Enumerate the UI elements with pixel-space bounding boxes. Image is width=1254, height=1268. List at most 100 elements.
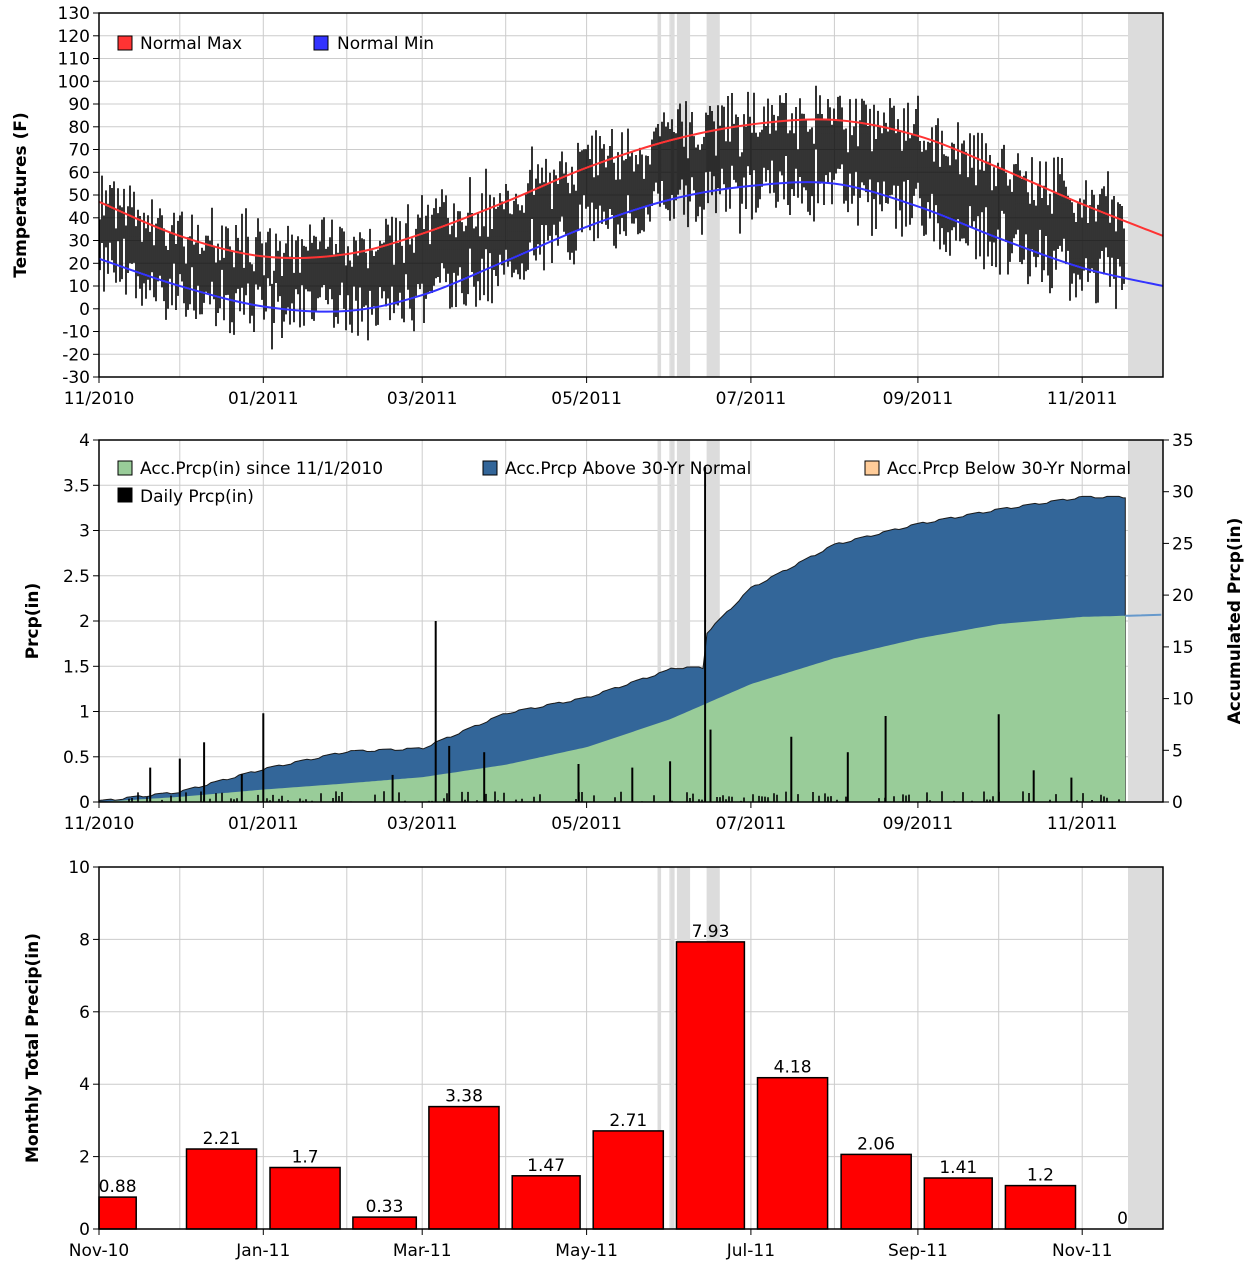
y-tick-label: 0 [79,1220,90,1240]
y2-tick-label: 0 [1172,793,1183,813]
monthly-bar-dec-10 [187,1149,257,1229]
y-tick-label: 2.5 [63,567,90,587]
temperature-y-axis-title: Temperatures (F) [11,112,31,277]
y-tick-label: 40 [68,209,90,229]
y-tick-label: 2 [79,1148,90,1168]
y2-tick-label: 5 [1172,741,1183,761]
x-tick-label: 05/2011 [551,389,622,409]
bar-value-label: 2.21 [203,1129,241,1149]
monthly-bar-may-11 [593,1131,663,1229]
temperature-panel: -30-20-100102030405060708090100110120130… [11,4,1163,409]
legend-swatch-daily-prcp [118,488,132,502]
bar-value-label: 1.7 [292,1148,319,1168]
x-tick-label: 11/2010 [64,814,135,834]
bar-value-label: 2.06 [857,1134,895,1154]
x-tick-label: 01/2011 [228,814,299,834]
x-tick-label: 03/2011 [387,814,458,834]
legend-acc-below: Acc.Prcp Below 30-Yr Normal [887,459,1131,479]
legend-swatch-acc-prcp [118,461,132,475]
x-tick-label: Jul-11 [726,1241,775,1261]
y-tick-label: 100 [58,72,90,92]
legend-daily-prcp: Daily Prcp(in) [140,487,254,507]
monthly-bar-jul-11 [758,1078,828,1229]
y-tick-label: 30 [68,232,90,252]
missing-data-band [671,867,675,1229]
y-tick-label: 110 [58,50,90,70]
bar-value-label: 1.2 [1027,1166,1054,1186]
x-tick-label: 01/2011 [228,389,299,409]
y-tick-label: 50 [68,186,90,206]
legend-normal-max: Normal Max [140,34,242,54]
x-tick-label: Sep-11 [888,1241,948,1261]
acc-normal-line [1125,615,1161,616]
precipitation-legend: Acc.Prcp(in) since 11/1/2010 Acc.Prcp Ab… [118,459,1131,507]
precip-y-axis-title: Prcp(in) [23,583,43,660]
y2-tick-label: 25 [1172,534,1194,554]
y-tick-label: -20 [62,345,90,365]
monthly-bar-sep-11 [924,1178,992,1229]
precipitation-panel: 0 0.5 1 1.5 2 2.5 3 3.5 4 0 5 10 15 20 25 30 35 11/2010… [23,431,1245,834]
y2-tick-label: 30 [1172,483,1194,503]
y-tick-label: 0 [79,300,90,320]
y-tick-label: 70 [68,141,90,161]
bar-value-label: 0.88 [99,1177,137,1197]
y-tick-label: 20 [68,254,90,274]
accumulated-y-axis-title: Accumulated Prcp(in) [1225,518,1245,725]
x-tick-label: Nov-10 [69,1241,130,1261]
monthly-y-axis-title: Monthly Total Precip(in) [23,933,43,1163]
y-tick-label: 10 [68,858,90,878]
y-tick-label: 8 [79,930,90,950]
monthly-bar-oct-11 [1005,1186,1075,1229]
bar-value-label: 1.47 [527,1156,565,1176]
x-tick-label: 09/2011 [883,814,954,834]
y-tick-label: 3 [79,522,90,542]
y-tick-label: 0.5 [63,748,90,768]
monthly-bar-jun-11 [677,942,745,1229]
y2-tick-label: 20 [1172,586,1194,606]
y-tick-label: -10 [62,323,90,343]
bar-value-label: 1.41 [939,1158,977,1178]
y2-tick-label: 35 [1172,431,1194,451]
y-tick-label: 60 [68,163,90,183]
no-data-region [1128,440,1163,802]
y-tick-label: 90 [68,95,90,115]
monthly-bar-nov-10 [99,1197,136,1229]
monthly-bar-aug-11 [841,1154,911,1229]
legend-acc-above: Acc.Prcp Above 30-Yr Normal [505,459,751,479]
y-tick-label: 1 [79,703,90,723]
y-tick-label: 120 [58,27,90,47]
y-tick-label: -30 [62,368,90,388]
monthly-bar-apr-11 [512,1176,580,1229]
legend-swatch-normal-max [118,36,132,50]
no-data-region [1128,867,1163,1229]
legend-swatch-normal-min [314,36,328,50]
temperature-legend: Normal Max Normal Min [118,34,434,54]
bar-value-label: 0 [1117,1209,1128,1229]
x-tick-label: 11/2011 [1047,814,1118,834]
monthly-bar-mar-11 [429,1107,499,1229]
legend-normal-min: Normal Min [337,34,434,54]
y-tick-label: 0 [79,793,90,813]
y2-tick-label: 10 [1172,690,1194,710]
y-tick-label: 80 [68,118,90,138]
bar-value-label: 7.93 [692,922,730,942]
bar-value-label: 0.33 [366,1197,404,1217]
y-tick-label: 4 [79,1075,90,1095]
x-tick-label: 11/2010 [64,389,135,409]
bar-value-label: 4.18 [774,1058,812,1078]
y-tick-label: 1.5 [63,657,90,677]
legend-swatch-acc-above [483,461,497,475]
monthly-bar-feb-11 [353,1217,416,1229]
y-tick-label: 3.5 [63,476,90,496]
legend-acc-prcp: Acc.Prcp(in) since 11/1/2010 [140,459,383,479]
monthly-precip-panel: 0.88 2.21 1.7 0.33 3.38 1.47 2.71 7.93 4.18 2.06 1… [23,858,1163,1261]
y-tick-label: 4 [79,431,90,451]
x-tick-label: 03/2011 [387,389,458,409]
x-tick-label: 07/2011 [716,814,787,834]
x-tick-label: 11/2011 [1047,389,1118,409]
bar-value-label: 3.38 [445,1087,483,1107]
x-tick-label: Mar-11 [393,1241,452,1261]
x-tick-label: Jan-11 [235,1241,290,1261]
no-data-region [1128,13,1163,377]
